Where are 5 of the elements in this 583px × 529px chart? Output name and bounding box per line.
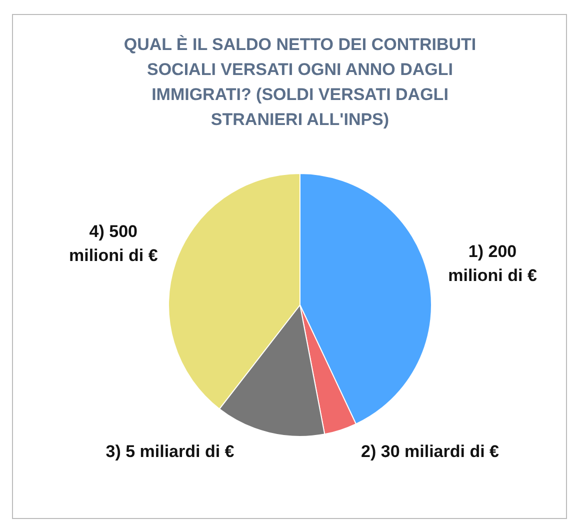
chart-title: QUAL È IL SALDO NETTO DEI CONTRIBUTI SOCIALI VERSATI OGNI ANNO DAGLI IMMIGRATI? (SOLDI VERSATI DAGLI STRANIERI ALL'INPS) [122, 34, 478, 131]
slice-label: 1) 200 milioni di € [448, 242, 538, 285]
slice-label: 3) 5 miliardi di € [106, 442, 235, 461]
slice-label: 4) 500 milioni di € [68, 222, 158, 266]
slice-label: 2) 30 miliardi di € [361, 442, 500, 461]
